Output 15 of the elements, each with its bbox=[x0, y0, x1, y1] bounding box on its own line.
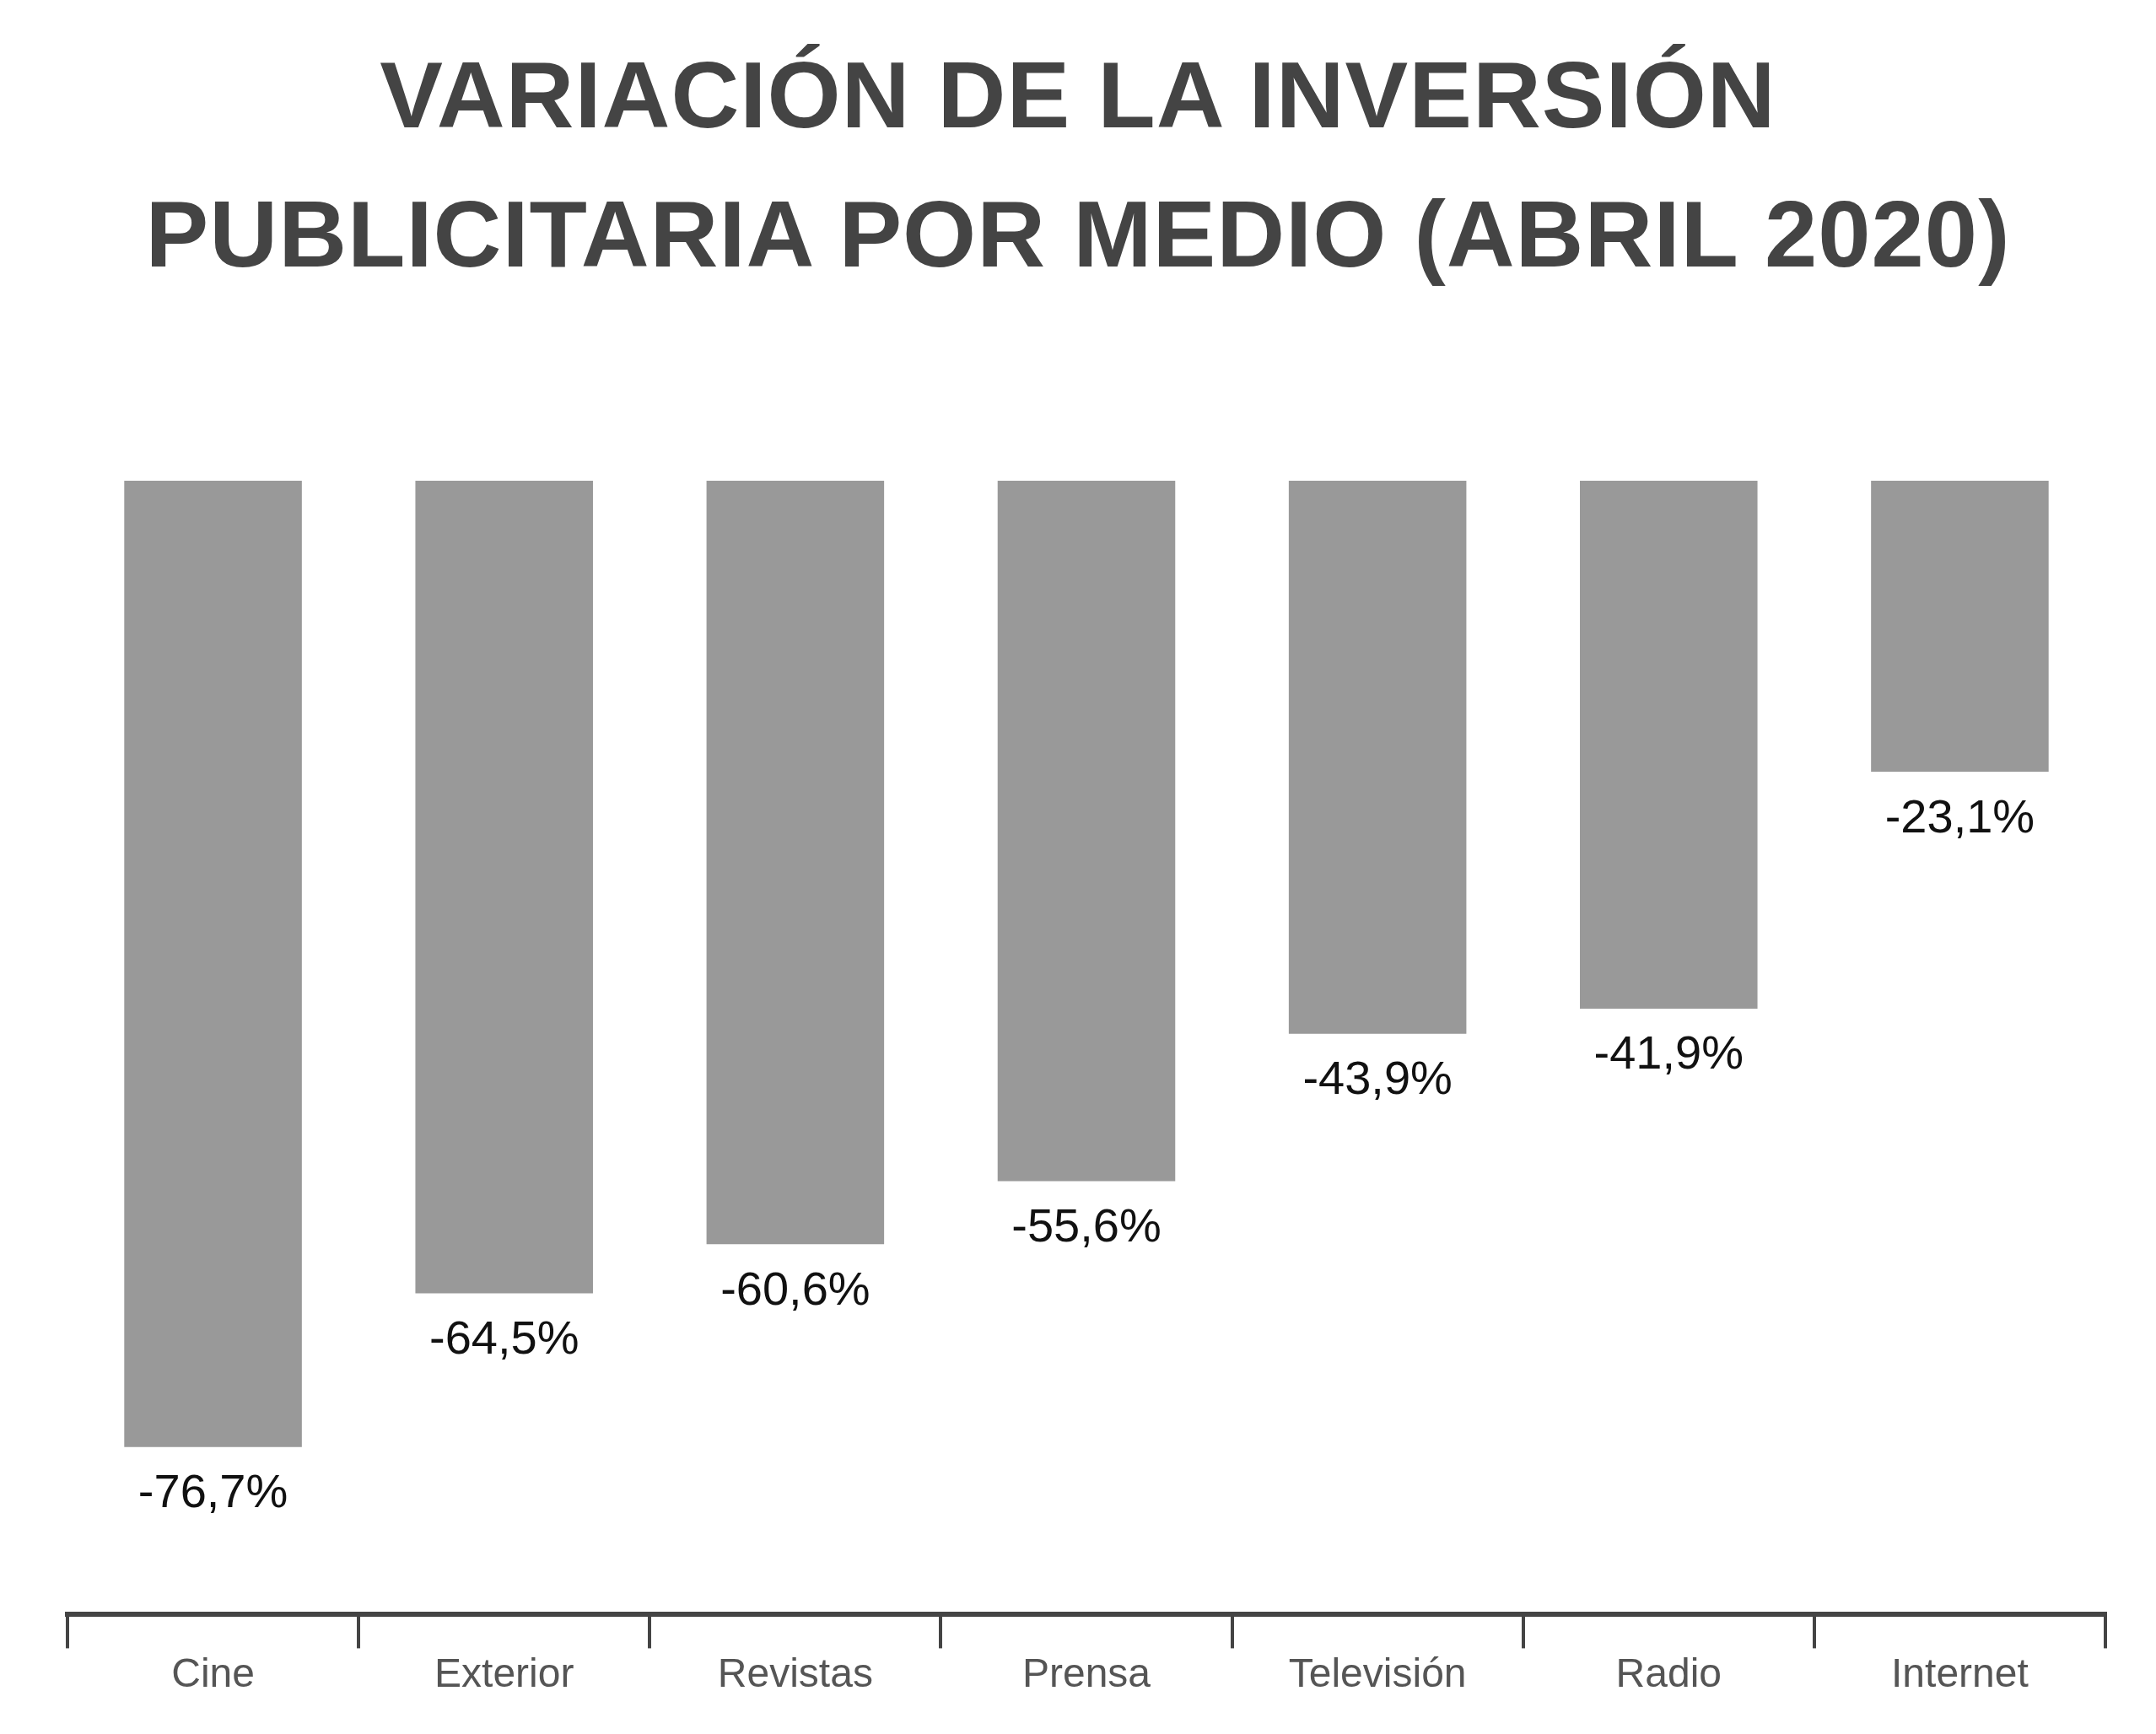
data-label: -64,5% bbox=[429, 1310, 579, 1364]
data-label: -76,7% bbox=[137, 1464, 288, 1518]
x-tick-label: Cine bbox=[171, 1651, 255, 1696]
x-tick-label: Internet bbox=[1891, 1651, 2029, 1696]
data-label: -55,6% bbox=[1011, 1198, 1162, 1252]
data-label: -41,9% bbox=[1593, 1026, 1744, 1080]
x-tick-label: Televisión bbox=[1288, 1651, 1467, 1696]
x-tick-label: Radio bbox=[1615, 1651, 1722, 1696]
data-label: -23,1% bbox=[1884, 789, 2035, 843]
x-tick-label: Revistas bbox=[717, 1651, 873, 1696]
data-label: -43,9% bbox=[1302, 1051, 1453, 1105]
x-tick-label: Prensa bbox=[1021, 1651, 1151, 1696]
chart-title: VARIACIÓN DE LA INVERSIÓN PUBLICITARIA POR MEDIO (ABRIL 2020) bbox=[144, 41, 2012, 288]
data-label: -60,6% bbox=[720, 1261, 870, 1315]
x-tick-label: Exterior bbox=[434, 1651, 574, 1696]
